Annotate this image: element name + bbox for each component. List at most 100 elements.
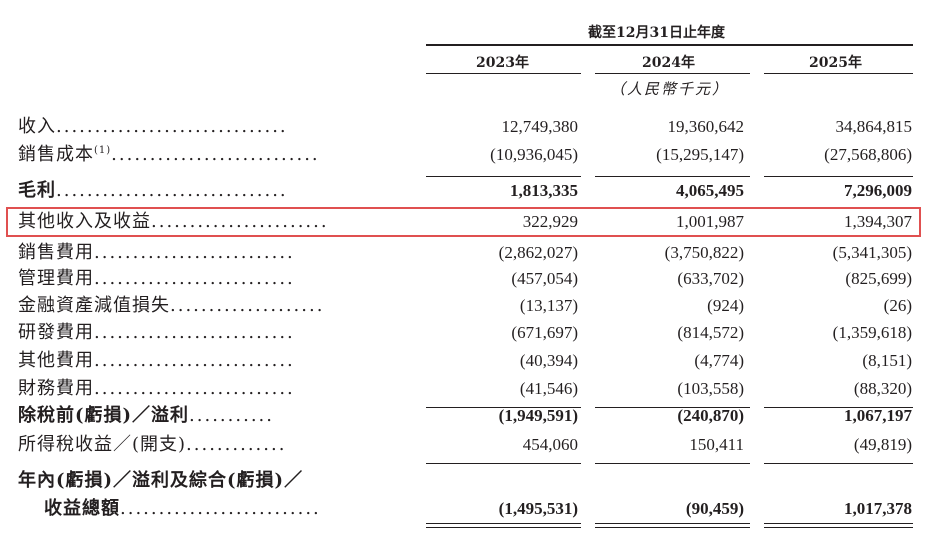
- row-value-2025: (26): [883, 296, 912, 315]
- row-value-2023: (40,394): [519, 351, 578, 370]
- row-label: 銷售成本(1)...........................: [18, 144, 320, 166]
- rule-before-total-2025: [764, 463, 913, 464]
- unit-label: （人民幣千元）: [610, 80, 730, 98]
- row-label: 收入..............................: [18, 116, 288, 138]
- year-header-2023: 2023年: [476, 55, 529, 71]
- row-value-2024: (633,702): [677, 269, 744, 288]
- row-label-text: 財務費用: [18, 378, 94, 399]
- row-value-2025: 34,864,815: [835, 117, 913, 136]
- row-label-text: 研發費用: [18, 322, 94, 343]
- year-header-2024: 2024年: [642, 55, 695, 71]
- row-value-2025: 7,296,009: [844, 181, 912, 200]
- row-value-2023: 1,813,335: [510, 181, 578, 200]
- leader-dots: ..........................: [94, 350, 295, 371]
- total-label-line1: 年內(虧損)／溢利及綜合(虧損)／: [18, 470, 304, 491]
- row-label-text: 管理費用: [18, 268, 94, 289]
- row-label: 除稅前(虧損)／溢利...........: [18, 405, 274, 427]
- leader-dots: ..........................: [120, 498, 321, 519]
- row-label: 研發費用..........................: [18, 322, 295, 344]
- leader-dots: ..........................: [94, 268, 295, 289]
- rule-before-total-2023: [426, 463, 581, 464]
- highlight-box: [6, 207, 921, 237]
- leader-dots: ..............................: [56, 180, 288, 201]
- row-label: 毛利..............................: [18, 180, 288, 202]
- header-rule: [426, 44, 913, 46]
- rule-before-pretax-2023: [426, 407, 581, 408]
- leader-dots: .......................: [151, 211, 329, 232]
- row-label: 其他收入及收益.......................: [18, 211, 329, 233]
- rule-before-gross-profit-2024: [595, 176, 750, 177]
- rule-before-gross-profit-2025: [764, 176, 913, 177]
- row-value-2025: (5,341,305): [832, 243, 912, 262]
- leader-dots: ..........................: [94, 378, 295, 399]
- rule-before-pretax-2025: [764, 407, 913, 408]
- row-value-2024: (15,295,147): [656, 145, 744, 164]
- double-rule-bottom-2025: [764, 527, 913, 528]
- row-value-2023: (2,862,027): [498, 243, 578, 262]
- row-value-2023: (671,697): [511, 323, 578, 342]
- row-value-2024: 150,411: [689, 435, 744, 454]
- row-value-2024: 19,360,642: [667, 117, 745, 136]
- row-value-2023: (13,137): [519, 296, 578, 315]
- total-value-2024: (90,459): [685, 499, 744, 518]
- row-label-text: 其他費用: [18, 350, 94, 371]
- row-label-text: 毛利: [18, 180, 56, 201]
- row-value-2025: 1,067,197: [844, 406, 912, 425]
- row-value-2023: 454,060: [522, 435, 578, 454]
- row-value-2024: (3,750,822): [664, 243, 744, 262]
- row-value-2024: (814,572): [677, 323, 744, 342]
- row-label: 金融資產減值損失....................: [18, 295, 324, 317]
- row-label-text: 收入: [18, 116, 56, 137]
- year-header-2025: 2025年: [809, 55, 862, 71]
- row-value-2025: (49,819): [853, 435, 912, 454]
- year-rule-2025: [764, 73, 913, 74]
- row-value-2023: 12,749,380: [501, 117, 579, 136]
- row-value-2025: (1,359,618): [832, 323, 912, 342]
- period-title: 截至12月31日止年度: [588, 25, 725, 41]
- row-label: 管理費用..........................: [18, 268, 295, 290]
- row-value-2023: (10,936,045): [490, 145, 578, 164]
- rule-before-total-2024: [595, 463, 750, 464]
- leader-dots: ...........: [189, 405, 274, 426]
- rule-before-gross-profit-2023: [426, 176, 581, 177]
- row-value-2024: (240,870): [677, 406, 744, 425]
- leader-dots: ..........................: [94, 242, 295, 263]
- total-label-line2: 收益總額..........................: [44, 498, 321, 520]
- double-rule-bottom-2024: [595, 527, 750, 528]
- row-value-2024: 4,065,495: [676, 181, 744, 200]
- leader-dots: ....................: [170, 295, 325, 316]
- row-label-text: 其他收入及收益: [18, 211, 151, 232]
- double-rule-top-2023: [426, 523, 581, 524]
- row-label: 其他費用..........................: [18, 350, 295, 372]
- row-value-2023: (41,546): [519, 379, 578, 398]
- row-value-2023: (457,054): [511, 269, 578, 288]
- row-value-2024: (103,558): [677, 379, 744, 398]
- double-rule-top-2025: [764, 523, 913, 524]
- leader-dots: ..............................: [56, 116, 288, 137]
- row-label: 所得稅收益／(開支).............: [18, 434, 286, 456]
- row-value-2025: (825,699): [845, 269, 912, 288]
- row-value-2025: (88,320): [853, 379, 912, 398]
- row-label-text: 除稅前(虧損)／溢利: [18, 405, 190, 426]
- row-value-2025: 1,394,307: [844, 212, 912, 231]
- row-value-2024: 1,001,987: [676, 212, 744, 231]
- rule-before-pretax-2024: [595, 407, 750, 408]
- leader-dots: ...........................: [111, 144, 320, 165]
- footnote-marker: (1): [94, 145, 112, 156]
- row-label-text: 金融資產減值損失: [18, 295, 170, 316]
- row-label-text: 銷售成本: [18, 144, 94, 165]
- leader-dots: .............: [186, 434, 287, 455]
- double-rule-top-2024: [595, 523, 750, 524]
- total-value-2023: (1,495,531): [498, 499, 578, 518]
- row-value-2024: (4,774): [694, 351, 744, 370]
- total-label-text: 收益總額: [44, 498, 120, 519]
- row-value-2023: 322,929: [522, 212, 578, 231]
- row-label: 銷售費用..........................: [18, 242, 295, 264]
- row-value-2023: (1,949,591): [498, 406, 578, 425]
- total-value-2025: 1,017,378: [844, 499, 912, 518]
- row-label-text: 所得稅收益／(開支): [18, 434, 187, 455]
- year-rule-2023: [426, 73, 581, 74]
- leader-dots: ..........................: [94, 322, 295, 343]
- row-value-2024: (924): [707, 296, 744, 315]
- double-rule-bottom-2023: [426, 527, 581, 528]
